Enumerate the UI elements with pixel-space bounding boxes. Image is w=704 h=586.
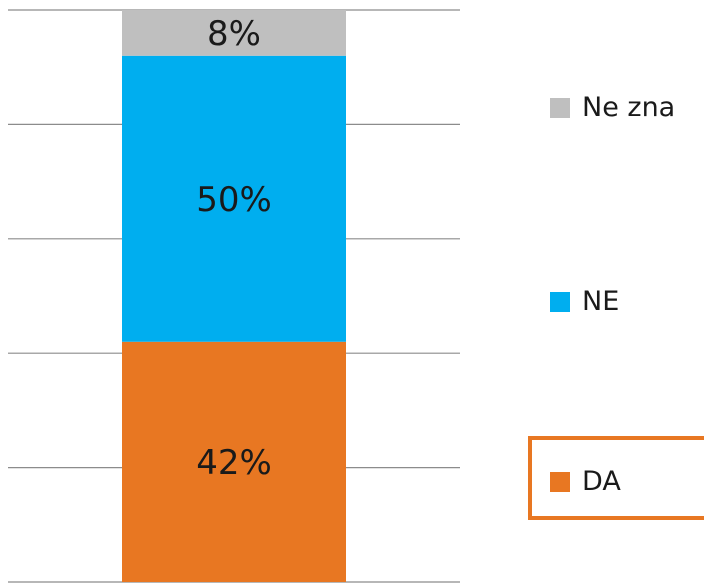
- bar-stack: [122, 10, 346, 582]
- legend-item-ne: NE: [550, 286, 704, 317]
- legend-item-ne-zna: Ne zna: [550, 92, 704, 123]
- legend-swatch-da: [550, 472, 570, 492]
- legend-label-ne: NE: [582, 286, 619, 317]
- legend-label-ne-zna: Ne zna: [582, 92, 675, 123]
- data-label-ne: 50%: [196, 180, 272, 220]
- legend-swatch-ne: [550, 292, 570, 312]
- data-label-ne-zna: 8%: [207, 14, 261, 54]
- legend-item-da: DA: [550, 466, 704, 497]
- legend-label-da: DA: [582, 466, 621, 497]
- legend-swatch-ne-zna: [550, 98, 570, 118]
- data-label-da: 42%: [196, 443, 272, 483]
